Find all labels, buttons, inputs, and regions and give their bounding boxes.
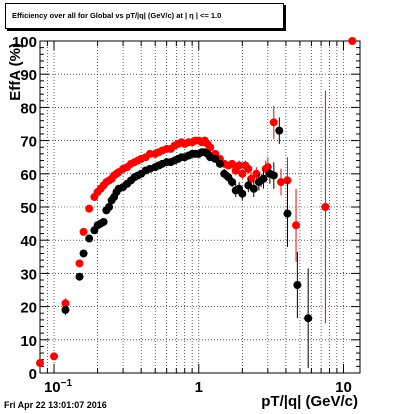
y-tick-label: 70 <box>20 134 37 151</box>
series-0 <box>36 37 357 368</box>
chart-title-box: Efficiency over all for Global vs pT/|q|… <box>5 3 284 29</box>
data-point <box>79 227 88 236</box>
data-point <box>238 189 247 198</box>
y-tick-label: 90 <box>20 67 37 84</box>
data-series <box>36 37 357 369</box>
x-tick-label: 1 <box>195 379 203 396</box>
data-point <box>99 217 108 226</box>
y-tick-label: 50 <box>20 200 37 217</box>
data-point <box>85 204 94 213</box>
data-point <box>228 159 237 168</box>
data-point <box>321 203 330 211</box>
y-tick-label: 60 <box>20 167 37 184</box>
data-point <box>75 259 84 268</box>
chart-title: Efficiency over all for Global vs pT/|q|… <box>12 11 222 20</box>
series-1 <box>61 117 313 369</box>
data-point <box>105 203 114 211</box>
y-tick-label: 10 <box>20 333 37 350</box>
data-point <box>304 314 313 323</box>
data-point <box>247 174 256 183</box>
y-tick-label: 30 <box>20 266 37 283</box>
data-point <box>61 299 70 308</box>
data-point <box>50 352 59 361</box>
data-point <box>75 272 84 281</box>
data-point <box>283 209 292 218</box>
data-point <box>61 305 70 314</box>
y-tick-label: 40 <box>20 233 37 250</box>
data-point <box>238 169 247 178</box>
y-axis-label: EffA (%) <box>7 43 24 101</box>
data-point <box>235 161 244 170</box>
data-point <box>244 164 253 173</box>
data-point <box>293 281 302 290</box>
y-tick-label: 100 <box>12 34 37 51</box>
x-tick-label: 10−1 <box>44 378 73 396</box>
x-axis-label: pT/|q| (GeV/c) <box>261 393 358 410</box>
y-tick-label: 80 <box>20 100 37 117</box>
data-point <box>259 174 268 183</box>
data-point <box>228 178 237 187</box>
x-tick-label: 10 <box>335 379 352 396</box>
data-point <box>292 221 301 230</box>
data-point <box>215 159 224 168</box>
y-tick-label: 0 <box>29 366 37 383</box>
y-tick-label: 20 <box>20 300 37 317</box>
axes: 0 10 20 30 40 50 60 70 80 90 100 10−1 1 10 <box>12 34 360 396</box>
axis-labels: pT/|q| (GeV/c) EffA (%) <box>7 43 358 410</box>
data-point <box>277 178 286 187</box>
data-point <box>269 171 278 180</box>
data-point <box>85 234 94 243</box>
data-point <box>206 143 215 152</box>
data-point <box>79 249 88 258</box>
timestamp-footer: Fri Apr 22 13:01:07 2016 <box>4 400 107 410</box>
data-point <box>269 118 278 127</box>
data-point <box>348 37 357 45</box>
data-point <box>249 184 258 193</box>
data-point <box>275 126 284 135</box>
data-point <box>36 359 44 368</box>
